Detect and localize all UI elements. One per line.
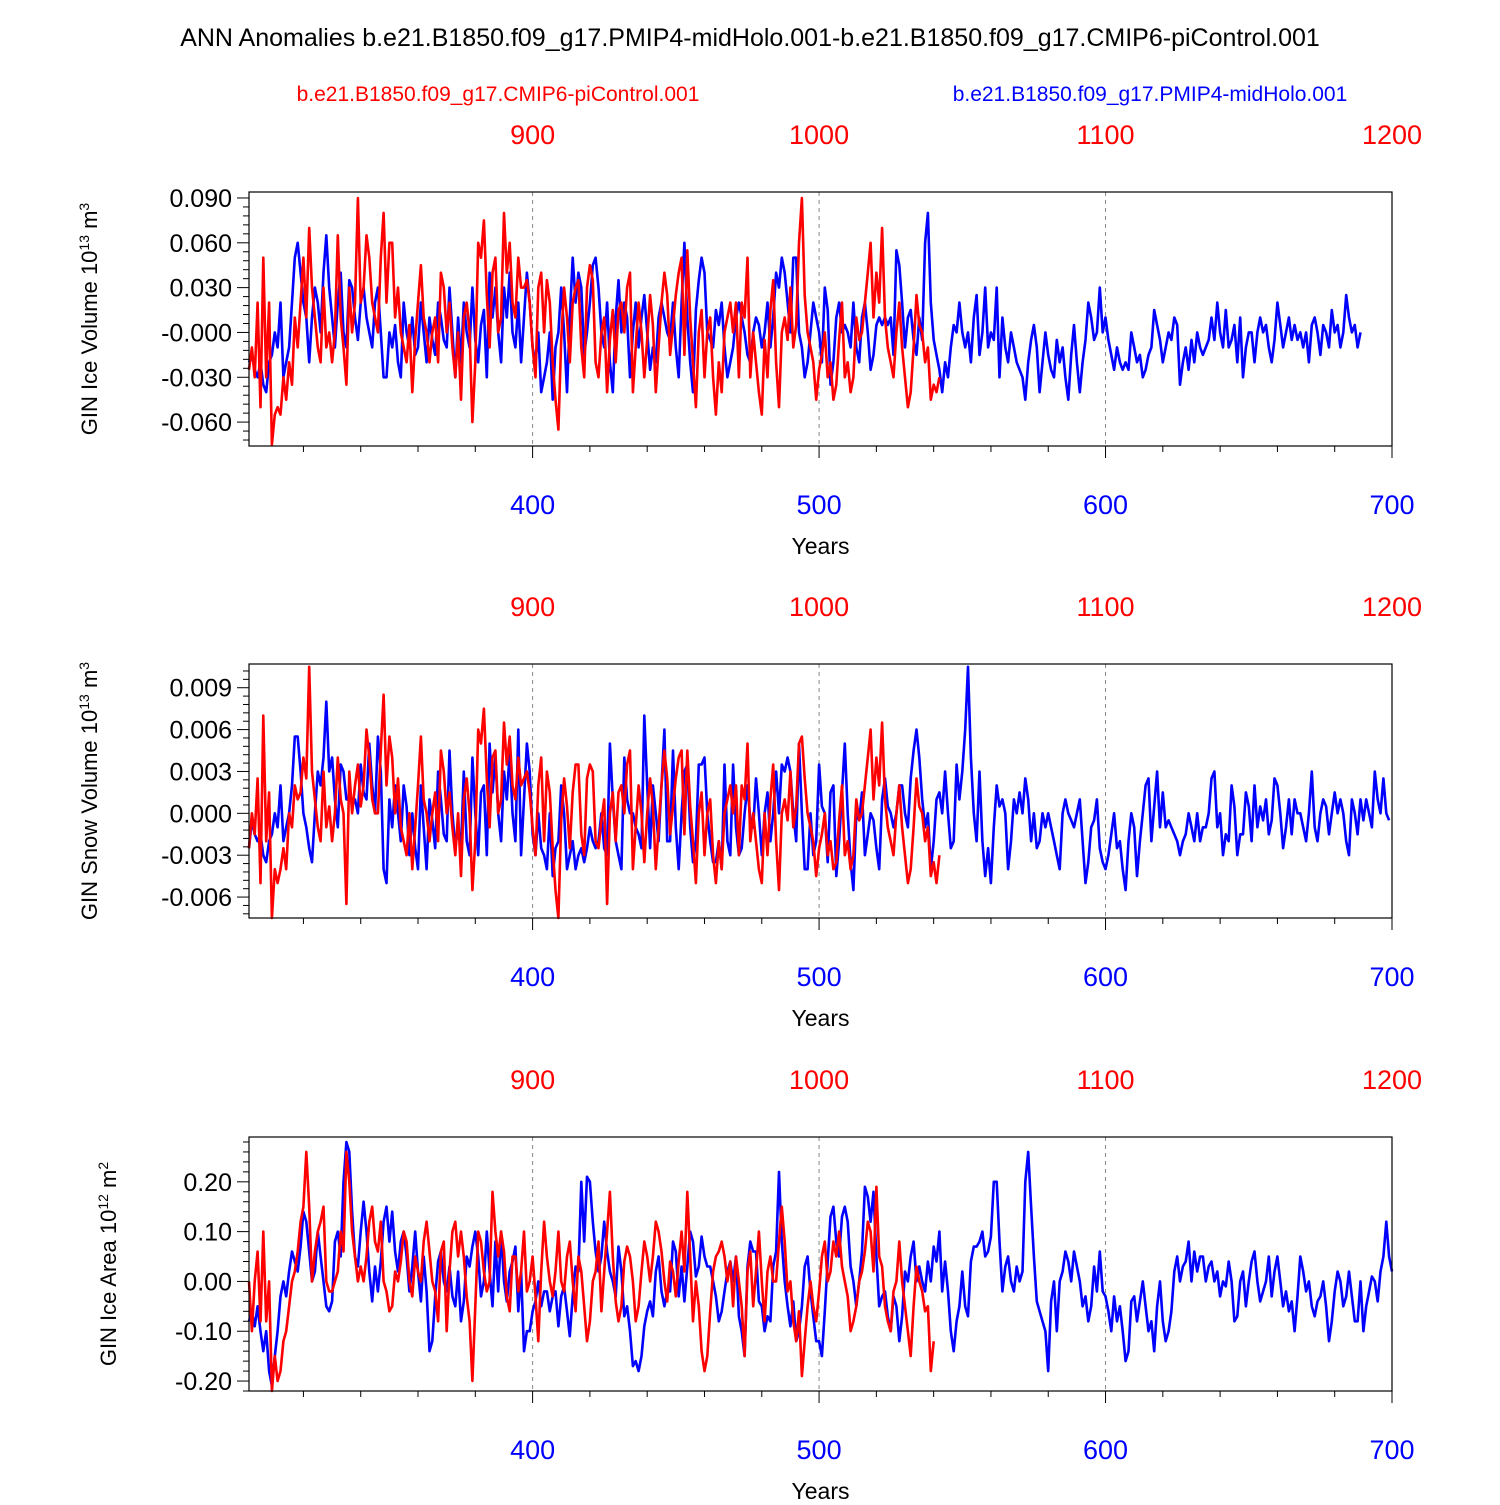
x-tick-label-top: 900 (510, 592, 555, 622)
y-tick-label: -0.006 (161, 884, 232, 912)
panel-snow-volume: -0.006 -0.003 0.000 0.003 0.006 0.009 400 500 60… (76, 592, 1422, 1031)
x-tick-label-bottom: 700 (1369, 490, 1414, 520)
x-axis-label: Years (792, 1478, 850, 1500)
x-tick-label-bottom: 400 (510, 490, 555, 520)
series-line-picontrol (247, 196, 941, 446)
x-tick-label-bottom: 400 (510, 1435, 555, 1465)
y-tick-label: -0.030 (161, 364, 232, 392)
plot-frame (248, 663, 1393, 919)
x-tick-label-bottom: 500 (797, 962, 842, 992)
x-tick-label-bottom: 500 (797, 490, 842, 520)
y-tick-label: -0.060 (161, 409, 232, 437)
x-tick-label-bottom: 600 (1083, 962, 1128, 992)
x-tick-label-top: 1100 (1077, 1065, 1135, 1095)
y-tick-label: 0.060 (169, 230, 232, 258)
y-tick-label: 0.10 (183, 1219, 232, 1247)
x-tick-label-top: 1100 (1077, 592, 1135, 622)
panel-ice-area: -0.20 -0.10 0.00 0.10 0.20 400 500 600 700 900 100… (95, 1065, 1422, 1504)
y-axis-label: GIN Snow Volume 1013 m3 (76, 662, 102, 920)
x-tick-label-top: 1200 (1362, 592, 1422, 622)
y-axis-label: GIN Ice Area 1012 m2 (95, 1162, 121, 1367)
legend-label-blue: b.e21.B1850.f09_g17.PMIP4-midHolo.001 (953, 83, 1348, 106)
y-tick-label: 0.003 (169, 758, 232, 786)
x-axis-label: Years (792, 1005, 850, 1031)
y-tick-label: 0.030 (169, 275, 232, 303)
x-tick-label-bottom: 700 (1369, 962, 1414, 992)
x-tick-label-top: 900 (510, 1065, 555, 1095)
y-tick-label: 0.00 (183, 1268, 232, 1296)
figure-title: ANN Anomalies b.e21.B1850.f09_g17.PMIP4-… (180, 24, 1320, 52)
y-tick-label: 0.009 (169, 675, 232, 703)
x-tick-label-top: 1000 (789, 120, 849, 150)
y-tick-label: -0.20 (175, 1368, 232, 1396)
x-tick-label-bottom: 700 (1369, 1435, 1414, 1465)
y-tick-label: 0.000 (169, 800, 232, 828)
plot-frame (248, 1136, 1393, 1392)
panel-ice-volume: -0.060 -0.030 -0.000 0.030 0.060 0.090 400 500 6… (76, 120, 1422, 559)
y-tick-label: 0.20 (183, 1169, 232, 1197)
x-tick-label-top: 900 (510, 120, 555, 150)
x-tick-label-bottom: 600 (1083, 490, 1128, 520)
series-line-picontrol (247, 1150, 935, 1393)
x-tick-label-bottom: 400 (510, 962, 555, 992)
y-tick-label: -0.003 (161, 842, 232, 870)
x-tick-label-top: 1200 (1362, 120, 1422, 150)
x-tick-label-top: 1200 (1362, 1065, 1422, 1095)
series-line-midholo (247, 211, 1362, 402)
x-tick-label-top: 1000 (789, 592, 849, 622)
y-axis-label: GIN Ice Volume 1013 m3 (76, 203, 102, 436)
series-line-picontrol (247, 665, 941, 920)
x-tick-label-bottom: 500 (797, 1435, 842, 1465)
x-tick-label-top: 1100 (1077, 120, 1135, 150)
legend-label-red: b.e21.B1850.f09_g17.CMIP6-piControl.001 (297, 83, 700, 106)
x-axis-label: Years (792, 533, 850, 559)
y-tick-label: -0.10 (175, 1318, 232, 1346)
plot-frame (248, 191, 1393, 447)
x-tick-label-top: 1000 (789, 1065, 849, 1095)
y-tick-label: 0.006 (169, 717, 232, 745)
y-tick-label: -0.000 (161, 319, 232, 347)
x-tick-label-bottom: 600 (1083, 1435, 1128, 1465)
y-tick-label: 0.090 (169, 185, 232, 213)
